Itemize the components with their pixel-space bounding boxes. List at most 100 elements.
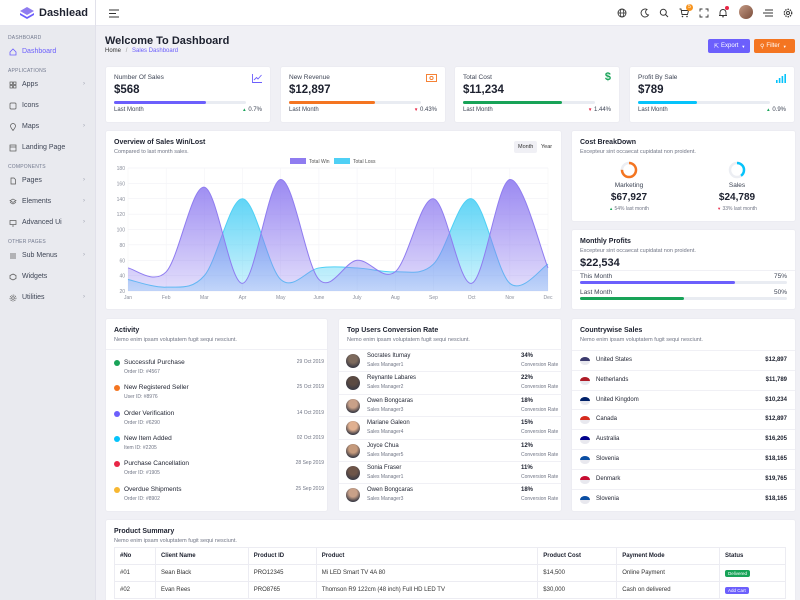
profit-row-percent: 50%	[773, 289, 787, 296]
activity-item[interactable]: Successful Purchase Order ID: #4567 29 Oct…	[114, 357, 324, 382]
country-row[interactable]: Slovenia $18,165	[572, 449, 795, 469]
country-name: Australia	[596, 436, 620, 443]
sidebar-item-utilities[interactable]: Utilities ›	[0, 287, 95, 308]
profit-progress-fill	[580, 297, 684, 300]
x-tick-label: Mar	[200, 295, 209, 301]
bell-icon[interactable]	[717, 6, 729, 19]
breadcrumb-home[interactable]: Home	[105, 48, 122, 54]
fullscreen-icon[interactable]	[698, 7, 710, 19]
activity-item[interactable]: Order Verification Order ID: #6290 14 Oct …	[114, 408, 324, 433]
brand[interactable]: Dashlead	[0, 0, 95, 26]
activity-item[interactable]: Overdue Shipments Order ID: #8902 25 Sep 2…	[114, 484, 324, 509]
cost-label: Sales	[728, 182, 746, 189]
tab-month[interactable]: Month	[514, 141, 538, 153]
sidebar-item-apps[interactable]: Apps ›	[0, 74, 95, 95]
country-row[interactable]: Australia $16,205	[572, 429, 795, 449]
table-cell: Sean Black	[154, 564, 249, 582]
user-row[interactable]: Mariane Galeon Sales Manager4 15% Conversio…	[339, 416, 562, 438]
user-role: Sales Manager4	[367, 429, 404, 436]
notification-dot	[725, 6, 729, 10]
country-name: United Kingdom	[596, 396, 639, 403]
activity-title: Purchase Cancellation	[124, 460, 190, 468]
sidebar-item-elements[interactable]: Elements ›	[0, 191, 95, 212]
cost-change: ▼ 33% last month	[700, 206, 774, 212]
table-row[interactable]: #01 Sean Black PRO12345 Mi LED Smart TV 4A …	[114, 564, 786, 582]
stat-value: $12,897	[289, 84, 331, 96]
user-name: Owen Bongcaras	[367, 487, 414, 494]
activity-date: 14 Oct 2019	[296, 409, 324, 416]
globe-icon[interactable]	[616, 7, 628, 19]
activity-item[interactable]: New Registered Seller User ID: #8976 25 Oc…	[114, 382, 324, 407]
activity-item[interactable]: Purchase Cancellation Order ID: #1905 28 S…	[114, 458, 324, 483]
status-dot	[114, 385, 120, 392]
sidebar-item-landing-page[interactable]: Landing Page	[0, 137, 95, 158]
sidebar-item-sub-menus[interactable]: Sub Menus ›	[0, 245, 95, 266]
sidebar-item-pages[interactable]: Pages ›	[0, 170, 95, 191]
avatar	[346, 443, 360, 458]
sidebar-item-label: Utilities	[22, 294, 45, 301]
country-row[interactable]: Denmark $19,765	[572, 468, 795, 489]
card-title: Cost BreakDown	[580, 139, 637, 146]
sidebar-item-widgets[interactable]: Widgets	[0, 266, 95, 287]
sidebar-item-advanced-ui[interactable]: Advanced Ui ›	[0, 212, 95, 233]
user-row[interactable]: Reynante Labares Sales Manager2 22% Convers…	[339, 371, 562, 393]
trend-down-icon: ▼	[413, 107, 419, 112]
chevron-right-icon: ›	[83, 81, 85, 87]
user-row[interactable]: Owen Bongcaras Sales Manager3 18% Conversio…	[339, 483, 562, 505]
profit-progress	[580, 297, 787, 300]
activity-sub: Order ID: #1905	[124, 470, 160, 477]
section-label-components: COMPONENTS	[8, 164, 46, 170]
stat-footer: Last Month	[289, 107, 319, 113]
country-name: Canada	[596, 416, 618, 423]
country-row[interactable]: Canada $12,897	[572, 409, 795, 429]
user-row[interactable]: Socrates Itumay Sales Manager1 34% Conversi…	[339, 349, 562, 371]
country-sales: $12,897	[765, 357, 787, 363]
card-subtitle: Excepteur sint occaecat cupidatat non pr…	[580, 248, 696, 254]
y-tick-label: 20	[119, 289, 125, 295]
layers-icon	[9, 198, 17, 206]
conversion-rate-label: Conversion Rate	[521, 451, 559, 458]
user-name: Sonia Fraser	[367, 465, 402, 471]
x-tick-label: May	[276, 295, 286, 301]
sidebar-item-label: Apps	[22, 81, 38, 88]
cart-count-badge: 5	[686, 4, 693, 11]
page-title: Welcome To Dashboard	[105, 35, 230, 47]
user-row[interactable]: Joyce Chua Sales Manager5 12% Conversion Ra…	[339, 438, 562, 461]
sidebar-item-icons[interactable]: Icons	[0, 95, 95, 116]
table-row[interactable]: #02 Evan Rees PRO8765 Thomson R9 122cm (48 …	[114, 581, 786, 599]
legend-swatch	[290, 158, 306, 164]
column-header: Client Name	[154, 547, 249, 565]
export-button[interactable]: ⇱ Export ▼	[708, 39, 750, 53]
country-row[interactable]: United States $12,897	[572, 350, 795, 370]
user-row[interactable]: Sonia Fraser Sales Manager1 11% Conversion …	[339, 461, 562, 483]
country-sales: $11,789	[765, 376, 787, 383]
tab-year[interactable]: Year	[541, 144, 553, 150]
user-name: Reynante Labares	[367, 375, 417, 382]
country-row[interactable]: Netherlands $11,789	[572, 369, 795, 390]
country-row[interactable]: United Kingdom $10,234	[572, 389, 795, 410]
search-icon[interactable]	[658, 7, 670, 19]
sidebar-item-dashboard[interactable]: Dashboard	[0, 41, 95, 62]
countrywise-sales-card: Countrywise Sales Nemo enim ipsam volupt…	[572, 319, 795, 511]
menu-toggle-icon[interactable]	[108, 7, 120, 19]
cost-breakdown-card: Cost BreakDown Excepteur sint occaecat c…	[572, 131, 795, 221]
sidebar-item-maps[interactable]: Maps ›	[0, 116, 95, 137]
profit-progress-fill	[580, 281, 736, 284]
activity-item[interactable]: New Item Added Item ID: #2205 02 Oct 2019	[114, 433, 324, 458]
moon-icon[interactable]	[639, 7, 651, 19]
list-icon[interactable]	[762, 7, 774, 19]
gear-icon[interactable]	[782, 7, 794, 19]
country-sales: $10,234	[765, 396, 787, 403]
country-row[interactable]: Slovenia $18,165	[572, 488, 795, 509]
avatar[interactable]	[739, 5, 753, 19]
cost-label: Marketing	[614, 182, 644, 189]
filter-button[interactable]: ⚲ Filter ▼	[754, 39, 795, 53]
cart-icon[interactable]: 5	[678, 4, 693, 19]
table-cell: Add Cart	[719, 581, 786, 599]
stat-card-sales: Number Of Sales $568 Last Month ▲ 0.7%	[106, 67, 270, 122]
y-tick-label: 120	[117, 212, 126, 218]
user-row[interactable]: Owen Bongcaras Sales Manager3 18% Conversio…	[339, 393, 562, 416]
user-name: Socrates Itumay	[367, 353, 411, 359]
activity-title: Order Verification	[124, 409, 175, 417]
flag-icon	[580, 416, 590, 425]
